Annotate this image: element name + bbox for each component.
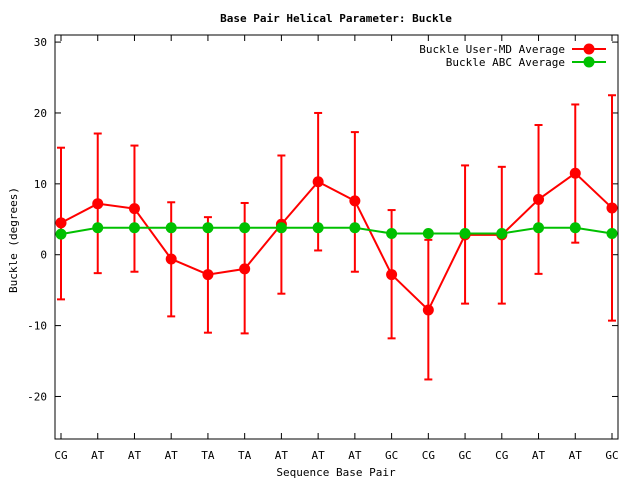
x-tick-label: TA	[238, 449, 252, 462]
data-point	[349, 222, 361, 234]
data-point	[312, 222, 324, 234]
y-tick-label: 0	[40, 249, 47, 262]
x-tick-label: GC	[385, 449, 398, 462]
x-tick-label: GC	[605, 449, 618, 462]
x-tick-label: AT	[91, 449, 105, 462]
x-axis-label: Sequence Base Pair	[276, 466, 396, 479]
series-line	[60, 226, 613, 236]
data-point	[533, 222, 545, 234]
data-point	[606, 227, 618, 239]
data-point	[386, 269, 398, 281]
data-point	[55, 217, 67, 229]
x-tick-label: AT	[275, 449, 289, 462]
y-axis-label: Buckle (degrees)	[7, 187, 20, 293]
x-tick-label: AT	[348, 449, 362, 462]
data-point	[386, 227, 398, 239]
data-point	[533, 193, 545, 205]
data-point	[202, 269, 214, 281]
x-tick-label: AT	[569, 449, 583, 462]
legend-label: Buckle ABC Average	[446, 56, 565, 69]
x-axis-ticks: CG AT AT AT TA TA AT AT AT GC CG GC CG AT AT GC	[54, 35, 619, 462]
chart-title: Base Pair Helical Parameter: Buckle	[220, 12, 452, 25]
data-point	[202, 222, 214, 234]
series-layer	[55, 94, 618, 381]
legend-marker	[583, 43, 595, 55]
data-point	[128, 203, 140, 215]
y-tick-label: 30	[34, 36, 47, 49]
data-point	[128, 222, 140, 234]
data-point	[92, 198, 104, 210]
data-point	[165, 222, 177, 234]
data-point	[239, 263, 251, 275]
x-tick-label: AT	[312, 449, 326, 462]
data-point	[459, 227, 471, 239]
data-point	[349, 195, 361, 207]
plot-frame	[54, 34, 619, 440]
legend-label: Buckle User-MD Average	[419, 43, 565, 56]
data-point	[422, 304, 434, 316]
data-point	[239, 222, 251, 234]
data-point	[569, 222, 581, 234]
x-tick-label: AT	[128, 449, 142, 462]
data-point	[165, 253, 177, 265]
data-point	[275, 222, 287, 234]
y-tick-label: 20	[34, 107, 47, 120]
data-point	[92, 222, 104, 234]
y-axis-ticks: 30 20 10 0 -10 -20	[27, 36, 618, 403]
y-tick-label: 10	[34, 178, 47, 191]
x-tick-label: CG	[422, 449, 435, 462]
y-tick-label: -20	[27, 390, 47, 403]
data-point	[55, 228, 67, 240]
x-tick-label: GC	[458, 449, 471, 462]
x-tick-label: CG	[495, 449, 508, 462]
legend-marker	[583, 56, 595, 68]
data-point	[496, 227, 508, 239]
x-tick-label: AT	[532, 449, 546, 462]
y-tick-label: -10	[27, 320, 47, 333]
series-2	[55, 222, 618, 240]
data-point	[606, 202, 618, 214]
data-point	[422, 227, 434, 239]
data-point	[569, 167, 581, 179]
series-line	[60, 171, 613, 312]
data-point	[312, 176, 324, 188]
x-tick-label: CG	[54, 449, 67, 462]
series-1	[55, 94, 618, 381]
x-tick-label: TA	[201, 449, 215, 462]
x-tick-label: AT	[165, 449, 179, 462]
